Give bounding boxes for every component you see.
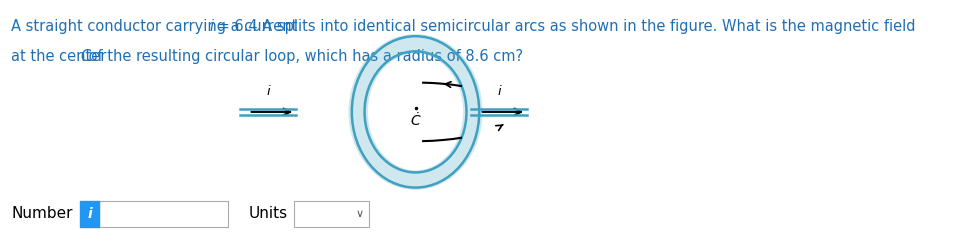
Text: Ċ: Ċ: [411, 114, 420, 128]
Text: i: i: [266, 85, 270, 98]
Text: i: i: [210, 19, 213, 34]
Text: = 6.4 A splits into identical semicircular arcs as shown in the figure. What is : = 6.4 A splits into identical semicircul…: [212, 19, 916, 34]
Text: of the resulting circular loop, which has a radius of 8.6 cm?: of the resulting circular loop, which ha…: [84, 49, 523, 64]
Text: A straight conductor carrying a current: A straight conductor carrying a current: [11, 19, 302, 34]
Text: i: i: [87, 207, 92, 221]
FancyBboxPatch shape: [80, 201, 99, 227]
Text: i: i: [498, 85, 501, 98]
Text: Number: Number: [11, 207, 73, 221]
Text: ∨: ∨: [355, 209, 364, 219]
FancyBboxPatch shape: [295, 201, 369, 227]
Text: C: C: [80, 49, 91, 64]
Text: at the center: at the center: [11, 49, 111, 64]
Text: Units: Units: [249, 207, 288, 221]
FancyBboxPatch shape: [99, 201, 228, 227]
